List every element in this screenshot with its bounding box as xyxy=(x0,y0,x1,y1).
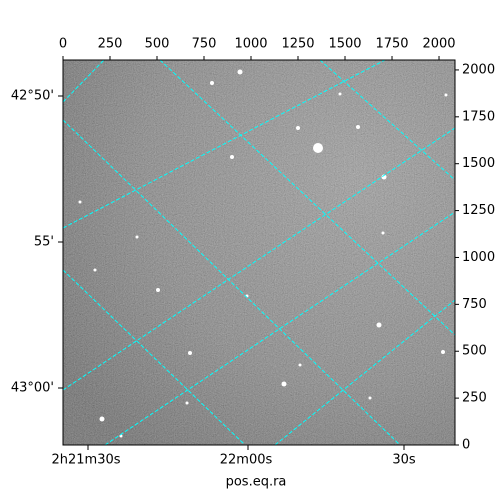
x-tick-label: 1500 xyxy=(328,37,361,52)
x-tick-label: 500 xyxy=(145,37,170,52)
ra-label: 22m00s xyxy=(220,453,273,468)
y-tick-label: 500 xyxy=(462,344,487,359)
x-tick-label: 750 xyxy=(192,37,217,52)
x-tick-label: 1250 xyxy=(281,37,314,52)
x-tick-label: 1750 xyxy=(375,37,408,52)
y-tick-label: 0 xyxy=(462,438,470,453)
ra-axis: 2h21m30s 22m00s 30s pos.eq.ra xyxy=(51,445,416,490)
y-tick-label: 2000 xyxy=(462,62,495,77)
dec-label: 43°00' xyxy=(11,381,54,396)
dec-label: 55' xyxy=(34,235,54,250)
sky-image xyxy=(62,59,456,446)
coordinate-grid xyxy=(63,60,455,445)
y-tick-label: 1000 xyxy=(462,250,495,265)
y-tick-label: 1750 xyxy=(462,109,495,124)
y-tick-label: 750 xyxy=(462,297,487,312)
ra-label: 2h21m30s xyxy=(51,453,120,468)
x-tick-label: 2000 xyxy=(422,37,455,52)
x-tick-label: 250 xyxy=(98,37,123,52)
x-tick-label: 0 xyxy=(59,37,67,52)
dec-axis: 42°50' 55' 43°00' xyxy=(11,89,63,396)
dec-label: 42°50' xyxy=(11,89,54,104)
x-tick-label: 1000 xyxy=(234,37,267,52)
y-tick-label: 1250 xyxy=(462,203,495,218)
y-tick-label: 1500 xyxy=(462,156,495,171)
y-tick-label: 250 xyxy=(462,391,487,406)
ra-label: 30s xyxy=(392,453,416,468)
x-axis-label: pos.eq.ra xyxy=(226,475,287,490)
